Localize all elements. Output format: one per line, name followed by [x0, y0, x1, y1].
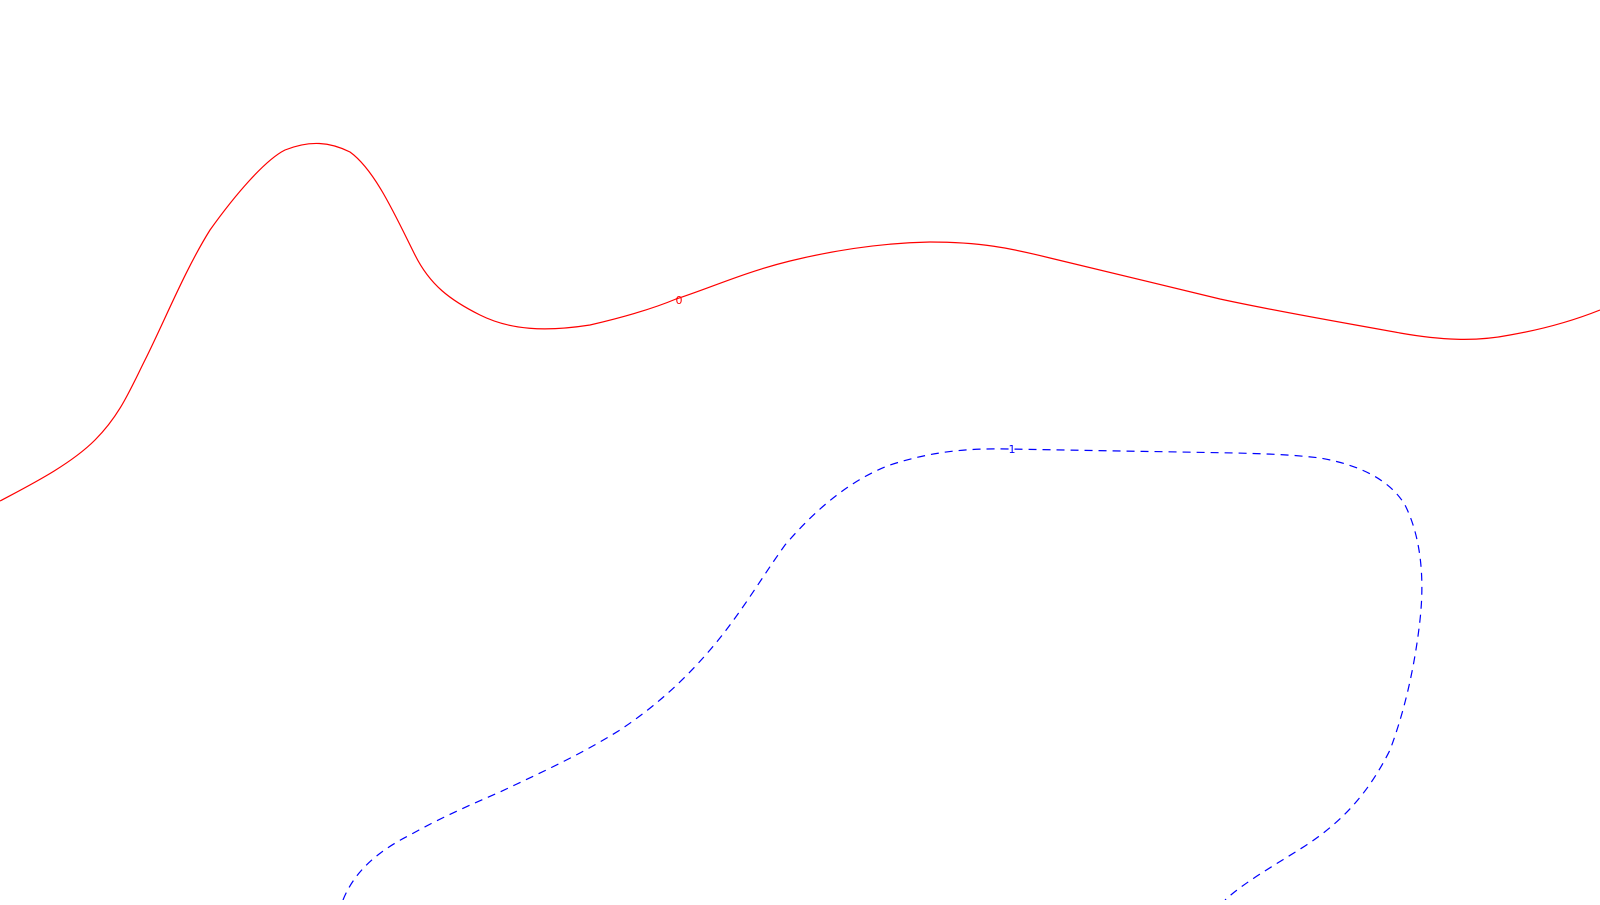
- contour-line-level-1: [342, 448, 1423, 901]
- contour-label-level-0: 0: [676, 294, 683, 307]
- contour-label-level-1: 1: [1009, 443, 1016, 456]
- contour-line-level-0: [0, 142, 1600, 502]
